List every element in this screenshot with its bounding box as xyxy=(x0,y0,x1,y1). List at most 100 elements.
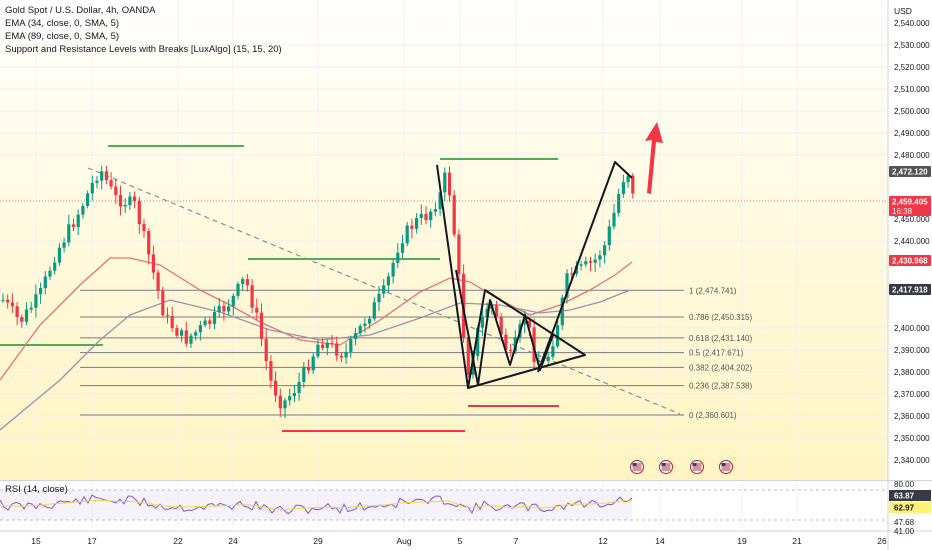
symbol-title[interactable]: Gold Spot / U.S. Dollar, 4h, OANDA xyxy=(5,5,156,16)
candle xyxy=(165,307,170,324)
time-tick-label: 15 xyxy=(31,536,41,546)
candle xyxy=(217,297,221,318)
rsi-line[interactable] xyxy=(0,494,633,515)
svg-text:62.97: 62.97 xyxy=(894,504,915,513)
rsi-indicator xyxy=(0,489,888,521)
candle xyxy=(86,190,90,209)
dashed-trendline[interactable] xyxy=(87,167,681,415)
candle xyxy=(227,299,231,316)
candle xyxy=(133,191,137,209)
candle xyxy=(81,202,85,219)
candle xyxy=(95,176,99,189)
time-tick-label: 12 xyxy=(598,536,608,546)
candle xyxy=(208,317,212,330)
rsi-badge[interactable]: 63.87 xyxy=(889,490,931,501)
candle xyxy=(180,328,184,343)
breakout-line[interactable] xyxy=(537,161,633,373)
zigzag-pattern[interactable] xyxy=(455,269,554,386)
svg-text:2,417.918: 2,417.918 xyxy=(892,286,928,295)
candle xyxy=(556,317,560,349)
price-tick-label: 2,340.000 xyxy=(894,456,930,465)
candle xyxy=(128,191,132,210)
fib-level-label: 1 (2,474.741) xyxy=(689,286,737,295)
candle xyxy=(274,371,278,403)
candle xyxy=(377,285,381,311)
candle xyxy=(325,339,329,356)
candle xyxy=(109,172,113,190)
candle xyxy=(424,206,428,225)
candle xyxy=(62,237,66,253)
time-tick-label: 22 xyxy=(173,536,183,546)
time-tick-label: 14 xyxy=(655,536,665,546)
ema34-line[interactable] xyxy=(0,257,633,381)
candle xyxy=(433,202,437,217)
candle xyxy=(175,324,179,339)
candle xyxy=(57,243,61,266)
candle xyxy=(339,352,343,363)
candle xyxy=(612,204,616,230)
time-tick-label: 29 xyxy=(313,536,323,546)
candle xyxy=(588,256,593,272)
ema34-legend[interactable]: EMA (34, close, 0, SMA, 5) xyxy=(5,18,120,29)
earnings-flag-icon[interactable] xyxy=(659,460,673,474)
earnings-flag-icon[interactable] xyxy=(630,460,644,474)
candle xyxy=(607,219,611,251)
candle xyxy=(358,323,362,336)
candle xyxy=(114,178,118,204)
candle xyxy=(20,314,24,328)
svg-text:16:38: 16:38 xyxy=(892,207,913,216)
time-tick-label: 24 xyxy=(228,536,238,546)
candle xyxy=(297,372,301,401)
candle xyxy=(288,388,292,406)
earnings-flag-icon[interactable] xyxy=(690,460,704,474)
price-badge[interactable]: 2,417.918 xyxy=(889,284,931,295)
price-tick-label: 2,480.000 xyxy=(894,151,930,160)
candle xyxy=(255,298,259,320)
candle xyxy=(349,335,353,358)
candle xyxy=(104,165,108,185)
earnings-flag-icon[interactable] xyxy=(719,460,733,474)
svg-text:2,430.968: 2,430.968 xyxy=(892,257,928,266)
candle xyxy=(1,293,5,303)
rsi-legend[interactable]: RSI (14, close) xyxy=(5,484,68,495)
rsi-badge[interactable]: 62.97 xyxy=(889,502,931,513)
price-badge[interactable]: 2,472.120 xyxy=(889,166,931,177)
price-tick-label: 2,380.000 xyxy=(894,368,930,377)
candle xyxy=(212,306,217,330)
price-badge[interactable]: 2,430.968 xyxy=(889,255,931,266)
candle xyxy=(598,250,602,268)
triangle-pattern[interactable] xyxy=(436,164,586,389)
candle xyxy=(447,166,452,202)
event-icons[interactable] xyxy=(630,460,733,474)
candle xyxy=(245,274,249,292)
candle xyxy=(123,197,127,213)
time-tick-label: 21 xyxy=(792,536,802,546)
fib-level-label: 0.236 (2,387.538) xyxy=(689,382,752,391)
candle xyxy=(48,266,52,280)
sr-indicator-legend[interactable]: Support and Resistance Levels with Break… xyxy=(5,44,282,55)
candle xyxy=(137,196,141,234)
candle xyxy=(90,175,94,201)
candle xyxy=(391,259,395,284)
candle xyxy=(457,229,461,284)
currency-label[interactable]: USD xyxy=(894,6,912,16)
candle xyxy=(43,271,47,295)
rsi-ma-line xyxy=(0,499,633,510)
rsi-band xyxy=(0,490,632,520)
up-arrow-icon[interactable] xyxy=(645,122,663,194)
main-pane[interactable] xyxy=(0,0,888,480)
candle xyxy=(353,327,358,346)
support-resistance-lines xyxy=(0,145,888,432)
rsi-tick-label: 41.00 xyxy=(894,527,915,536)
candle xyxy=(631,173,635,199)
candle xyxy=(118,185,123,216)
ema89-line[interactable] xyxy=(0,289,631,431)
candle xyxy=(269,355,273,389)
time-tick-label: 7 xyxy=(514,536,519,546)
ema89-legend[interactable]: EMA (89, close, 0, SMA, 5) xyxy=(5,31,120,42)
svg-text:2,459.405: 2,459.405 xyxy=(892,198,928,207)
candle xyxy=(584,256,588,268)
